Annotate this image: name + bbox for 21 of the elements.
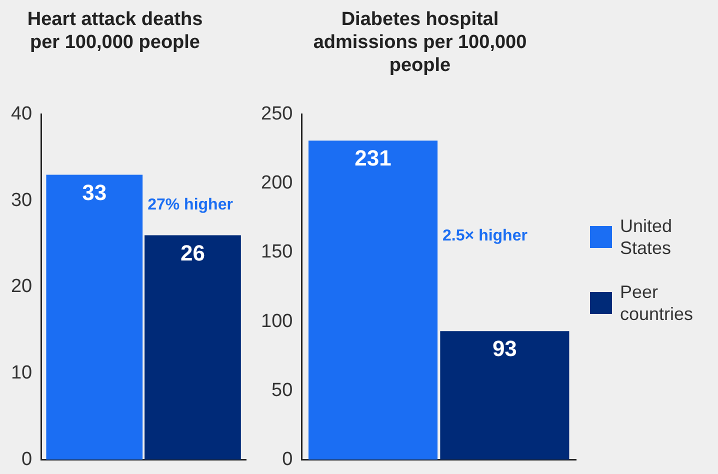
y-tick-label: 40	[10, 104, 32, 125]
legend-label: Peer countries	[620, 281, 694, 325]
data-label: 33	[82, 180, 107, 205]
y-tick-label: 50	[272, 380, 293, 401]
annotation: 2.5× higher	[442, 227, 528, 244]
data-label: 231	[354, 146, 392, 171]
y-tick-label: 150	[261, 242, 293, 263]
annotation: 27% higher	[148, 196, 233, 214]
legend-label: United States	[620, 215, 674, 259]
y-tick-label: 20	[10, 276, 32, 298]
y-tick-label: 10	[10, 362, 32, 384]
y-tick-label: 0	[22, 448, 32, 470]
y-tick-label: 250	[261, 104, 293, 125]
data-label: 93	[492, 336, 517, 362]
y-tick-label: 200	[261, 172, 293, 194]
y-tick-label: 0	[282, 448, 293, 470]
data-label: 26	[180, 240, 205, 266]
chart-title: Diabetes hospital admissions per 100,000 people	[312, 8, 528, 77]
y-tick-label: 30	[10, 190, 32, 211]
y-tick-label: 100	[261, 310, 293, 332]
chart-title: Heart attack deaths per 100,000 people	[26, 8, 204, 54]
